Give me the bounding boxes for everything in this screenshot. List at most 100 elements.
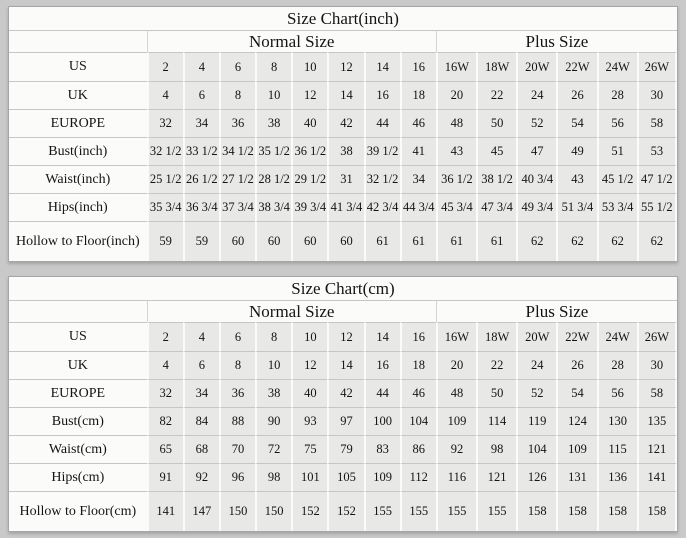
data-cell: 58 [636,379,677,407]
data-cell: 70 [218,435,256,463]
data-cell: 20W [516,52,557,81]
data-cell: 109 [363,463,400,491]
data-cell: 126 [516,463,557,491]
data-cell: 136 [596,463,637,491]
title-row: Size Chart(cm) [9,277,677,300]
data-cell: 121 [476,463,517,491]
table-title: Size Chart(cm) [9,277,677,300]
row-label: US [9,322,147,351]
data-cell: 98 [476,435,517,463]
data-cell: 20 [435,81,477,109]
data-cell: 47 3/4 [476,193,517,221]
data-cell: 88 [218,407,256,435]
data-cell: 35 1/2 [255,137,292,165]
size-chart-cm-table: Size Chart(cm) Normal Size Plus Size US 2… [8,276,678,532]
table-row: UK 4 6 8 10 12 14 16 18 20 22 24 26 28 30 [9,351,677,379]
data-cell: 6 [218,322,256,351]
row-label: US [9,52,147,81]
data-cell: 72 [255,435,292,463]
data-cell: 84 [182,407,219,435]
data-cell: 121 [636,435,677,463]
data-cell: 141 [636,463,677,491]
data-cell: 34 [182,379,219,407]
data-cell: 152 [327,491,364,531]
data-cell: 44 [363,379,400,407]
data-cell: 22 [476,351,517,379]
data-cell: 92 [435,435,477,463]
data-cell: 60 [291,221,328,261]
size-chart-inch-table: Size Chart(inch) Normal Size Plus Size U… [8,6,678,262]
data-cell: 158 [596,491,637,531]
table-row: Waist(inch) 25 1/2 26 1/2 27 1/2 28 1/2 29 1/… [9,165,677,193]
row-label: Hips(cm) [9,463,147,491]
data-cell: 10 [255,351,292,379]
data-cell: 32 [146,109,183,137]
table-body: US 2 4 6 8 10 12 14 16 16W 18W 20W 22W 24W 26W UK 4 6 8 10 1… [9,52,677,261]
data-cell: 104 [399,407,436,435]
group-header-row: Normal Size Plus Size [9,30,677,52]
data-cell: 2 [146,52,183,81]
data-cell: 42 3/4 [363,193,400,221]
table-title: Size Chart(inch) [9,7,677,30]
data-cell: 37 3/4 [218,193,256,221]
data-cell: 62 [516,221,557,261]
data-cell: 28 [596,351,637,379]
data-cell: 8 [218,81,256,109]
data-cell: 34 [182,109,219,137]
data-cell: 61 [476,221,517,261]
data-cell: 29 1/2 [291,165,328,193]
data-cell: 43 [435,137,477,165]
group-header-normal: Normal Size [146,300,436,322]
data-cell: 61 [399,221,436,261]
data-cell: 36 1/2 [435,165,477,193]
data-cell: 44 3/4 [399,193,436,221]
data-cell: 51 3/4 [556,193,597,221]
data-cell: 48 [435,379,477,407]
data-cell: 131 [556,463,597,491]
data-cell: 93 [291,407,328,435]
data-cell: 158 [516,491,557,531]
data-cell: 150 [218,491,256,531]
data-cell: 40 [291,379,328,407]
data-cell: 49 3/4 [516,193,557,221]
data-cell: 45 1/2 [596,165,637,193]
data-cell: 12 [291,81,328,109]
data-cell: 6 [218,52,256,81]
data-cell: 26W [636,52,677,81]
data-cell: 20 [435,351,477,379]
data-cell: 36 [218,379,256,407]
data-cell: 16 [363,351,400,379]
data-cell: 61 [363,221,400,261]
data-cell: 54 [556,379,597,407]
data-cell: 10 [291,322,328,351]
row-label: Hollow to Floor(inch) [9,221,147,261]
data-cell: 20W [516,322,557,351]
data-cell: 53 3/4 [596,193,637,221]
data-cell: 40 3/4 [516,165,557,193]
row-label: Waist(inch) [9,165,147,193]
table-row: Hips(cm) 91 92 96 98 101 105 109 112 116 121 126 131… [9,463,677,491]
data-cell: 24W [596,322,637,351]
data-cell: 12 [327,52,364,81]
data-cell: 86 [399,435,436,463]
data-cell: 155 [476,491,517,531]
data-cell: 38 [327,137,364,165]
data-cell: 36 [218,109,256,137]
data-cell: 8 [255,322,292,351]
data-cell: 119 [516,407,557,435]
data-cell: 25 1/2 [146,165,183,193]
data-cell: 38 [255,379,292,407]
table-row: US 2 4 6 8 10 12 14 16 16W 18W 20W 22W 24W 26W [9,52,677,81]
data-cell: 39 1/2 [363,137,400,165]
data-cell: 8 [218,351,256,379]
data-cell: 155 [435,491,477,531]
data-cell: 68 [182,435,219,463]
data-cell: 4 [182,52,219,81]
data-cell: 47 1/2 [636,165,677,193]
table-row: Waist(cm) 65 68 70 72 75 79 83 86 92 98 104 109 115 12… [9,435,677,463]
data-cell: 24 [516,81,557,109]
data-cell: 60 [255,221,292,261]
table-row: UK 4 6 8 10 12 14 16 18 20 22 24 26 28 30 [9,81,677,109]
row-label: UK [9,351,147,379]
data-cell: 130 [596,407,637,435]
